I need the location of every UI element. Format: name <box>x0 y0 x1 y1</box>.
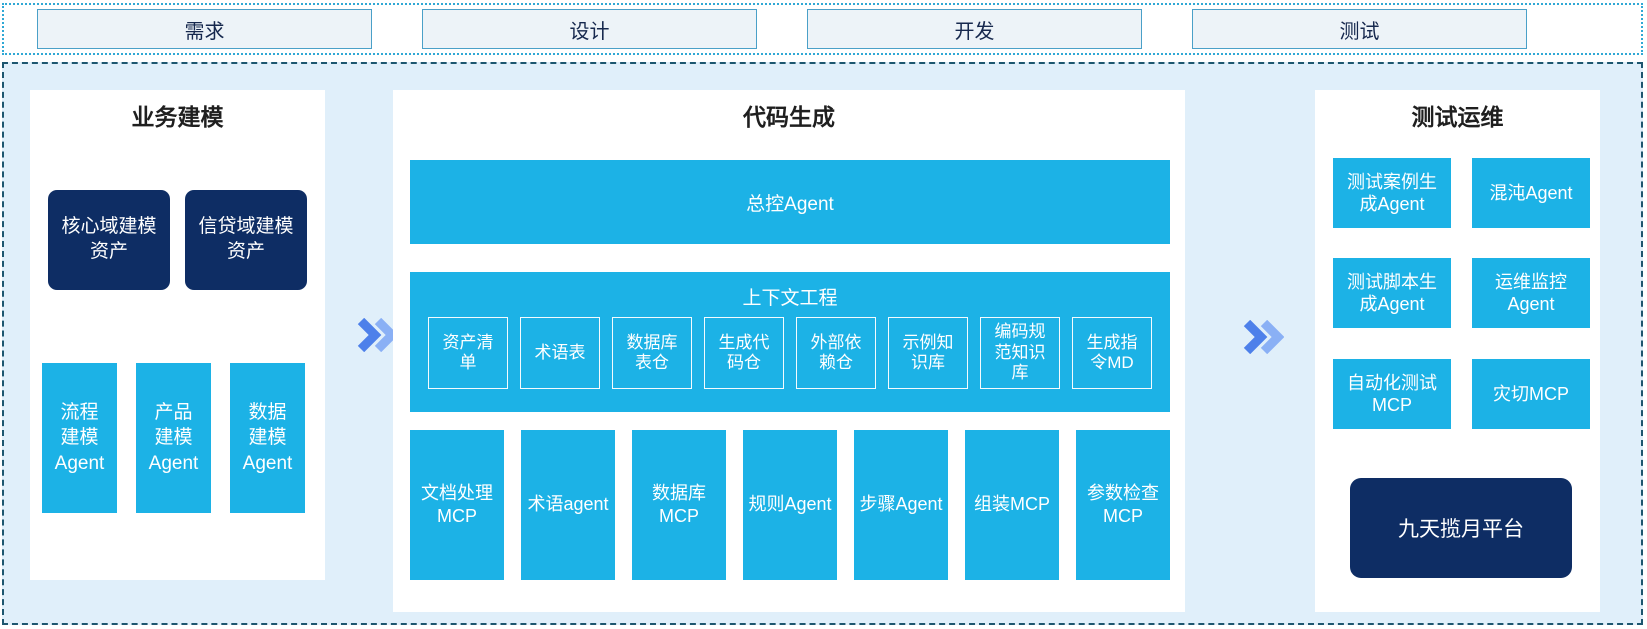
panel-business-modeling: 业务建模 核心域建模资产 信贷域建模资产 流程建模Agent 产品建模Agent… <box>30 90 325 580</box>
context-item-asset-list: 资产清单 <box>428 317 508 389</box>
worker-doc-processing-mcp: 文档处理MCP <box>410 430 504 580</box>
pipeline-container: 业务建模 核心域建模资产 信贷域建模资产 流程建模Agent 产品建模Agent… <box>2 62 1643 625</box>
context-item-generated-code-repo: 生成代码仓 <box>704 317 784 389</box>
ops-box-disaster-switch-mcp: 灾切MCP <box>1472 359 1590 429</box>
ops-box-test-case-agent: 测试案例生成Agent <box>1333 158 1451 228</box>
context-item-example-kb: 示例知识库 <box>888 317 968 389</box>
ops-row: 测试案例生成Agent 混沌Agent <box>1333 158 1590 228</box>
agent-box-product-modeling: 产品建模Agent <box>136 363 211 513</box>
ops-box-test-script-agent: 测试脚本生成Agent <box>1333 258 1451 328</box>
worker-assembly-mcp: 组装MCP <box>965 430 1059 580</box>
panel-test-ops: 测试运维 测试案例生成Agent 混沌Agent 测试脚本生成Agent 运维监… <box>1315 90 1600 612</box>
chevron-right-icon <box>1243 320 1284 354</box>
context-item-external-deps-repo: 外部依赖仓 <box>796 317 876 389</box>
panel-title-code-generation: 代码生成 <box>743 104 835 130</box>
modeling-agent-row: 流程建模Agent 产品建模Agent 数据建模Agent <box>42 363 305 513</box>
phase-box-requirements: 需求 <box>37 9 372 49</box>
worker-rule-agent: 规则Agent <box>743 430 837 580</box>
panel-code-generation: 代码生成 总控Agent 上下文工程 资产清单 术语表 数据库表仓 生成代码仓 … <box>393 90 1185 612</box>
context-engineering-title: 上下文工程 <box>742 288 838 309</box>
context-item-instruction-md: 生成指令MD <box>1072 317 1152 389</box>
context-item-row: 资产清单 术语表 数据库表仓 生成代码仓 外部依赖仓 示例知识库 编码规范知识库… <box>410 317 1170 389</box>
context-engineering-bar: 上下文工程 资产清单 术语表 数据库表仓 生成代码仓 外部依赖仓 示例知识库 编… <box>410 272 1170 412</box>
agent-box-process-modeling: 流程建模Agent <box>42 363 117 513</box>
phase-box-testing: 测试 <box>1192 9 1527 49</box>
panel-title-test-ops: 测试运维 <box>1411 104 1504 130</box>
context-item-db-table-repo: 数据库表仓 <box>612 317 692 389</box>
chevron-right-icon <box>357 318 398 352</box>
asset-box-core-domain: 核心域建模资产 <box>48 190 170 290</box>
worker-param-check-mcp: 参数检查MCP <box>1076 430 1170 580</box>
ops-row: 自动化测试MCP 灾切MCP <box>1333 359 1590 429</box>
context-item-glossary: 术语表 <box>520 317 600 389</box>
phase-strip: 需求 设计 开发 测试 <box>2 3 1643 55</box>
asset-box-credit-domain: 信贷域建模资产 <box>185 190 307 290</box>
worker-database-mcp: 数据库MCP <box>632 430 726 580</box>
master-agent-bar: 总控Agent <box>410 160 1170 244</box>
asset-box-row: 核心域建模资产 信贷域建模资产 <box>48 190 307 290</box>
worker-row: 文档处理MCP 术语agent 数据库MCP 规则Agent 步骤Agent 组… <box>410 430 1170 580</box>
platform-box-jiutian-lanyue: 九天揽月平台 <box>1350 478 1572 578</box>
worker-terminology-agent: 术语agent <box>521 430 615 580</box>
worker-step-agent: 步骤Agent <box>854 430 948 580</box>
ops-row: 测试脚本生成Agent 运维监控Agent <box>1333 258 1590 328</box>
panel-title-business-modeling: 业务建模 <box>131 104 224 130</box>
ops-box-chaos-agent: 混沌Agent <box>1472 158 1590 228</box>
ops-box-auto-test-mcp: 自动化测试MCP <box>1333 359 1451 429</box>
context-item-coding-standard-kb: 编码规范知识库 <box>980 317 1060 389</box>
agent-box-data-modeling: 数据建模Agent <box>230 363 305 513</box>
phase-box-development: 开发 <box>807 9 1142 49</box>
ops-box-ops-monitor-agent: 运维监控Agent <box>1472 258 1590 328</box>
phase-box-design: 设计 <box>422 9 757 49</box>
